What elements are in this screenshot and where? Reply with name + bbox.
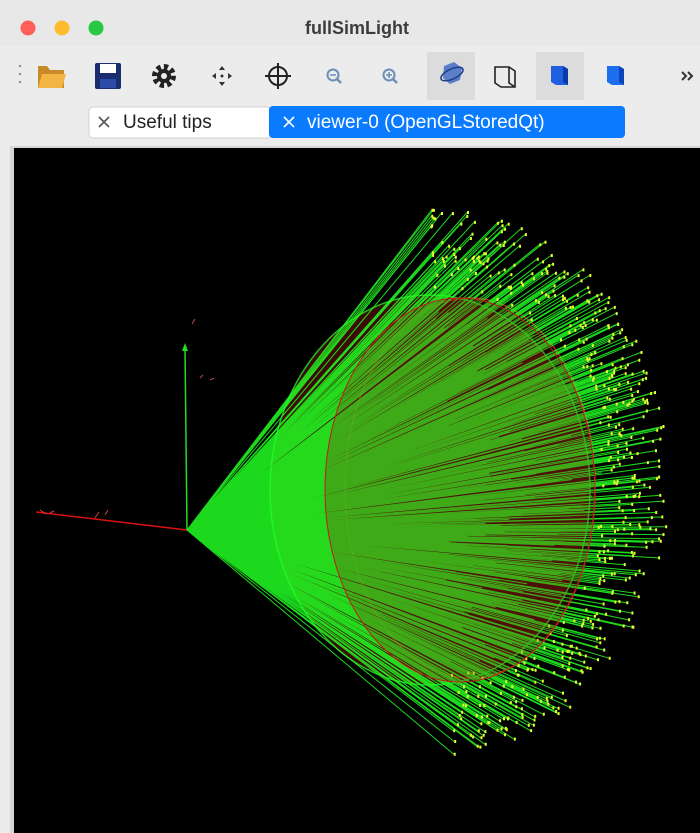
settings-button[interactable]: [155, 67, 173, 85]
zoom-button[interactable]: [89, 21, 104, 36]
save-button[interactable]: [95, 63, 121, 89]
window-frame: fullSimLight Useful tips viewer-0 (OpenG…: [0, 0, 700, 833]
window-title: fullSimLight: [305, 18, 409, 38]
tab-label: viewer-0 (OpenGLStoredQt): [307, 112, 545, 133]
tab-label: Useful tips: [123, 112, 212, 133]
hidden-line-button[interactable]: [607, 66, 624, 85]
detector-disc-front: [325, 298, 595, 682]
close-button[interactable]: [21, 21, 36, 36]
solid-button[interactable]: [551, 66, 568, 85]
minimize-button[interactable]: [55, 21, 70, 36]
app-window: fullSimLight Useful tips viewer-0 (OpenG…: [0, 0, 700, 833]
